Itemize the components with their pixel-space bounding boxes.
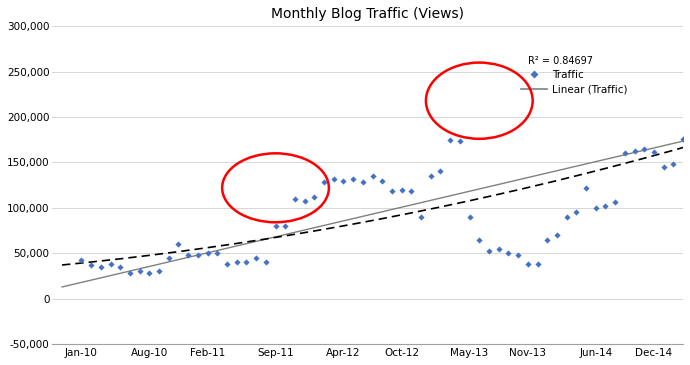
Point (221, 261, 233, 267)
Point (503, 250, 514, 256)
Point (338, 178, 349, 184)
Point (629, 148, 640, 154)
Point (658, 164, 669, 170)
Point (231, 259, 242, 265)
Point (474, 237, 485, 242)
Point (270, 223, 281, 229)
Point (105, 261, 116, 267)
Text: R² = 0.84697: R² = 0.84697 (528, 56, 593, 66)
Point (164, 255, 175, 261)
Point (396, 187, 407, 193)
Point (367, 173, 378, 179)
Point (309, 194, 320, 200)
Point (435, 169, 446, 174)
Point (639, 146, 650, 152)
Point (86, 262, 97, 268)
Point (260, 259, 271, 265)
Point (134, 268, 145, 274)
Point (425, 173, 436, 179)
Point (144, 270, 155, 276)
Point (542, 237, 553, 242)
Point (444, 137, 455, 143)
Point (609, 199, 620, 205)
Point (406, 188, 417, 194)
Point (590, 205, 601, 211)
Point (580, 185, 591, 191)
Point (649, 149, 660, 154)
Point (357, 180, 368, 185)
Point (513, 252, 524, 258)
Point (551, 232, 562, 238)
Point (493, 246, 504, 251)
Point (454, 138, 465, 143)
Point (678, 136, 689, 142)
Point (319, 180, 330, 185)
Point (76, 257, 87, 263)
Point (183, 252, 194, 258)
Point (212, 250, 223, 256)
Point (484, 249, 495, 254)
Point (386, 188, 397, 194)
Point (193, 252, 204, 258)
Point (668, 161, 679, 167)
Point (289, 196, 300, 201)
Point (250, 255, 262, 261)
Point (202, 250, 213, 256)
Point (154, 268, 165, 274)
Point (328, 176, 339, 182)
Point (299, 197, 310, 203)
Point (124, 270, 135, 276)
Point (279, 223, 290, 229)
Legend: Traffic, Linear (Traffic): Traffic, Linear (Traffic) (521, 70, 628, 95)
Point (173, 241, 184, 247)
Point (415, 214, 426, 220)
Point (532, 261, 543, 267)
Point (464, 214, 475, 220)
Point (561, 214, 572, 220)
Point (620, 150, 631, 156)
Point (600, 203, 611, 209)
Point (95, 264, 106, 270)
Point (522, 261, 533, 267)
Title: Monthly Blog Traffic (Views): Monthly Blog Traffic (Views) (271, 7, 464, 21)
Point (115, 264, 126, 270)
Point (348, 176, 359, 182)
Point (241, 259, 252, 265)
Point (377, 178, 388, 184)
Point (687, 134, 690, 140)
Point (571, 210, 582, 215)
